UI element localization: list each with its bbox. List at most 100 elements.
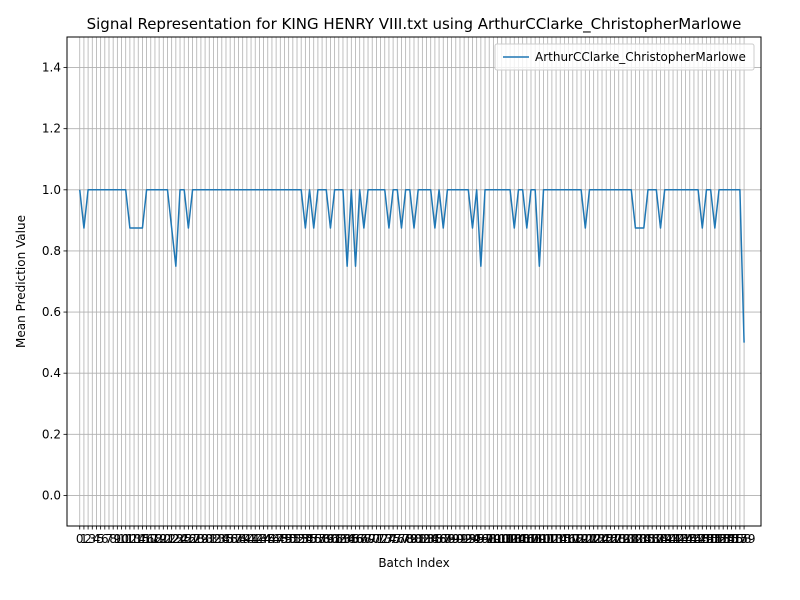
x-tick-label: 8: [109, 532, 117, 546]
x-tick-label: 18: [147, 532, 162, 546]
x-tick-label: 38: [231, 532, 246, 546]
x-tick-label: 156: [720, 532, 743, 546]
x-tick-label: 116: [553, 532, 576, 546]
x-tick-label: 49: [277, 532, 292, 546]
x-tick-label: 34: [214, 532, 229, 546]
x-tick-label: 54: [298, 532, 313, 546]
x-tick-label: 152: [703, 532, 726, 546]
x-tick-label: 120: [570, 532, 593, 546]
x-tick-label: 100: [486, 532, 509, 546]
x-tick-label: 73: [377, 532, 392, 546]
x-tick-label: 43: [252, 532, 267, 546]
x-tick-label: 22: [164, 532, 179, 546]
x-tick-label: 70: [365, 532, 380, 546]
x-tick-label: 134: [628, 532, 651, 546]
x-tick-label: 126: [595, 532, 618, 546]
x-tick-label: 68: [356, 532, 371, 546]
x-tick-label: 36: [223, 532, 238, 546]
x-tick-label: 3: [88, 532, 96, 546]
y-axis-ticks: 0.0 0.2 0.4 0.6 0.8 1.0 1.2 1.4: [42, 61, 67, 502]
x-tick-label: 124: [586, 532, 609, 546]
x-tick-label: 122: [578, 532, 601, 546]
x-tick-label: 60: [323, 532, 338, 546]
x-tick-label: 44: [256, 532, 271, 546]
x-tick-label: 157: [724, 532, 747, 546]
y-tick-label: 0.8: [42, 244, 61, 258]
x-tick-label: 131: [616, 532, 639, 546]
x-tick-label: 51: [285, 532, 300, 546]
x-tick-label: 63: [335, 532, 350, 546]
x-tick-label: 37: [227, 532, 242, 546]
x-tick-label: 20: [156, 532, 171, 546]
x-tick-label: 158: [728, 532, 751, 546]
x-tick-label: 71: [369, 532, 384, 546]
x-tick-label: 97: [477, 532, 492, 546]
x-tick-label: 48: [273, 532, 288, 546]
x-tick-label: 53: [294, 532, 309, 546]
x-tick-label: 133: [624, 532, 647, 546]
x-tick-label: 106: [511, 532, 534, 546]
x-tick-label: 109: [524, 532, 547, 546]
x-tick-label: 96: [473, 532, 488, 546]
x-tick-label: 93: [461, 532, 476, 546]
x-tick-label: 80: [406, 532, 421, 546]
x-tick-label: 145: [674, 532, 697, 546]
x-tick-label: 142: [662, 532, 685, 546]
x-tick-label: 19: [151, 532, 166, 546]
x-tick-label: 85: [427, 532, 442, 546]
x-tick-label: 88: [440, 532, 455, 546]
x-tick-label: 27: [185, 532, 200, 546]
x-tick-label: 29: [193, 532, 208, 546]
x-tick-label: 75: [385, 532, 400, 546]
x-axis-label: Batch Index: [378, 556, 449, 570]
y-tick-label: 0.4: [42, 366, 61, 380]
x-tick-label: 130: [611, 532, 634, 546]
x-tick-label: 13: [126, 532, 141, 546]
x-tick-label: 108: [520, 532, 543, 546]
x-tick-label: 15: [135, 532, 150, 546]
legend-box: [494, 43, 755, 71]
x-tick-label: 9: [114, 532, 122, 546]
x-tick-label: 78: [398, 532, 413, 546]
x-tick-label: 5: [97, 532, 105, 546]
x-tick-label: 57: [310, 532, 325, 546]
x-tick-label: 72: [373, 532, 388, 546]
x-tick-label: 1: [80, 532, 88, 546]
x-tick-label: 41: [243, 532, 258, 546]
x-tick-label: 154: [712, 532, 735, 546]
x-tick-label: 118: [561, 532, 584, 546]
x-tick-label: 7: [105, 532, 113, 546]
x-tick-label: 115: [549, 532, 572, 546]
x-tick-label: 14: [131, 532, 146, 546]
x-tick-label: 151: [699, 532, 722, 546]
x-tick-label: 86: [431, 532, 446, 546]
x-tick-label: 127: [599, 532, 622, 546]
x-tick-label: 16: [139, 532, 154, 546]
x-tick-label: 6: [101, 532, 109, 546]
x-tick-label: 99: [486, 532, 501, 546]
x-tick-label: 104: [503, 532, 526, 546]
x-tick-label: 46: [264, 532, 279, 546]
x-tick-label: 47: [268, 532, 283, 546]
x-tick-label: 105: [507, 532, 530, 546]
x-tick-label: 74: [381, 532, 396, 546]
x-tick-label: 150: [695, 532, 718, 546]
x-tick-label: 148: [687, 532, 710, 546]
x-tick-label: 87: [436, 532, 451, 546]
x-tick-label: 90: [448, 532, 463, 546]
series-line: [78, 189, 745, 343]
y-tick-label: 1.4: [42, 61, 61, 75]
x-tick-label: 138: [645, 532, 668, 546]
x-tick-label: 62: [331, 532, 346, 546]
y-tick-label: 0.0: [42, 488, 61, 502]
x-tick-label: 32: [206, 532, 221, 546]
x-tick-label: 146: [678, 532, 701, 546]
x-tick-label: 132: [620, 532, 643, 546]
x-tick-label: 91: [452, 532, 467, 546]
series-layer: [78, 189, 745, 343]
x-tick-label: 33: [210, 532, 225, 546]
x-tick-label: 39: [235, 532, 250, 546]
y-tick-label: 1.2: [42, 122, 61, 136]
x-tick-label: 128: [603, 532, 626, 546]
